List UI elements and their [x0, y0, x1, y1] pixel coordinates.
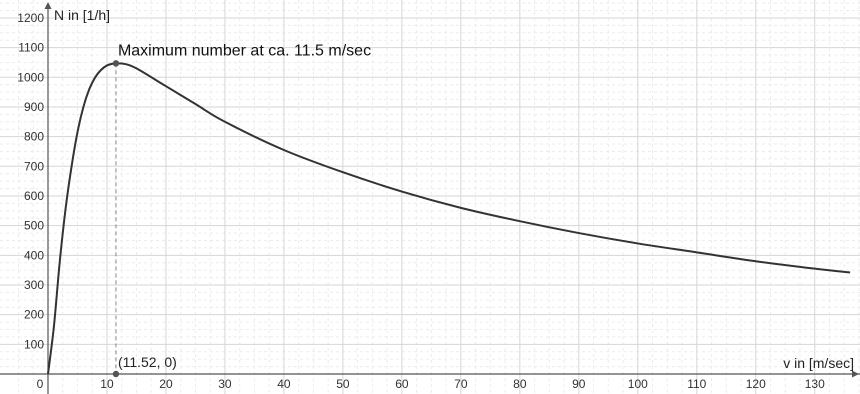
- x-tick-label: 70: [454, 377, 468, 391]
- x-tick-label: 40: [277, 377, 291, 391]
- x-tick-label: 50: [336, 377, 350, 391]
- x-tick-label: 130: [805, 377, 825, 391]
- x-intercept-point: [112, 370, 120, 378]
- x-tick-label: 60: [395, 377, 409, 391]
- y-axis-label: N in [1/h]: [54, 7, 110, 23]
- x-tick-label: 100: [628, 377, 648, 391]
- y-axis-arrow: [44, 2, 52, 9]
- x-axis-label: v in [m/sec]: [783, 355, 854, 371]
- y-tick-label: 700: [24, 159, 44, 173]
- y-tick-label: 800: [24, 130, 44, 144]
- y-tick-label: 100: [24, 337, 44, 351]
- points: [112, 60, 120, 378]
- series-line: [47, 62, 851, 375]
- x-tick-label: 0: [37, 377, 44, 391]
- y-tick-label: 1000: [17, 70, 44, 84]
- y-tick-label: 300: [24, 278, 44, 292]
- x-axis-arrow: [852, 370, 859, 378]
- x-tick-label: 120: [746, 377, 766, 391]
- point-label-x-intercept: (11.52, 0): [118, 354, 177, 370]
- y-tick-label: 600: [24, 189, 44, 203]
- y-tick-label: 400: [24, 248, 44, 262]
- y-tick-label: 1100: [18, 41, 44, 55]
- y-tick-label: 900: [24, 100, 44, 114]
- y-tick-label: 1200: [17, 11, 44, 25]
- tick-labels: 0 10 20 30 40 50 60 70 80 90 100 110 120 130 100 200 300…: [17, 11, 825, 391]
- x-tick-label: 10: [100, 377, 114, 391]
- x-tick-label: 80: [513, 377, 527, 391]
- y-tick-label: 500: [24, 219, 44, 233]
- x-tick-label: 30: [218, 377, 232, 391]
- x-tick-label: 20: [159, 377, 173, 391]
- x-tick-label: 110: [687, 377, 706, 391]
- max-point: [112, 60, 120, 67]
- y-tick-label: 200: [24, 308, 44, 322]
- max-annotation: Maximum number at ca. 11.5 m/sec: [118, 42, 371, 59]
- x-tick-label: 90: [572, 377, 586, 391]
